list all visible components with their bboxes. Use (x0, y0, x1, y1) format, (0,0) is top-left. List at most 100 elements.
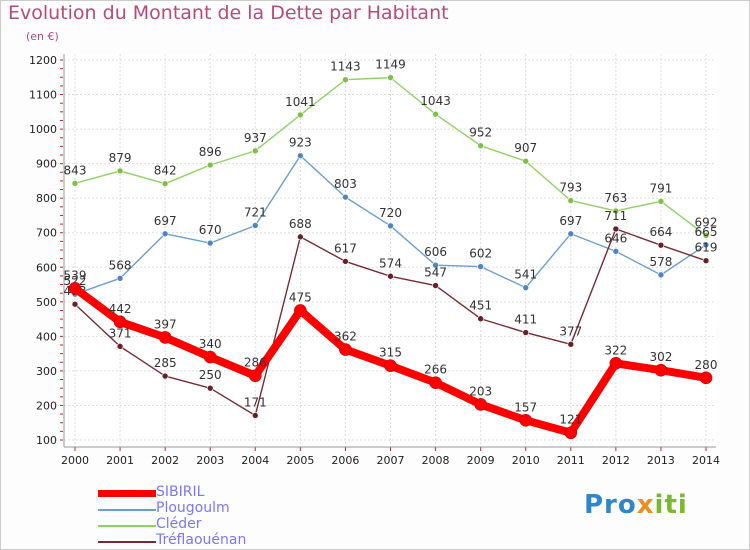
x-tick-label: 2009 (467, 454, 495, 467)
data-label: 250 (199, 368, 222, 382)
data-point (567, 197, 575, 204)
chart-title: Evolution du Montant de la Dette par Hab… (8, 2, 449, 24)
data-label: 665 (695, 225, 718, 239)
y-tick-label: 700 (36, 227, 57, 240)
x-tick-label: 2005 (286, 454, 314, 467)
data-point (432, 261, 439, 269)
data-label: 843 (64, 163, 87, 177)
x-tick-label: 2006 (331, 454, 359, 467)
data-point (206, 161, 214, 169)
data-point (342, 76, 349, 83)
data-label: 617 (334, 241, 357, 255)
data-label: 568 (109, 258, 132, 272)
x-tick-label: 2014 (692, 454, 720, 467)
x-tick-label: 2007 (377, 454, 405, 467)
data-point (116, 275, 124, 282)
data-point (206, 239, 214, 247)
data-label: 578 (649, 255, 672, 269)
y-tick-label: 900 (36, 158, 57, 171)
data-label: 522 (64, 274, 87, 288)
x-tick-label: 2010 (512, 454, 540, 467)
x-tick-label: 2012 (602, 454, 630, 467)
data-label: 1143 (330, 60, 361, 74)
data-point (251, 222, 259, 229)
data-point (432, 110, 439, 118)
data-point (161, 180, 169, 187)
data-label: 793 (559, 181, 582, 195)
data-point (564, 426, 578, 440)
y-tick-label: 500 (36, 296, 57, 309)
legend-label: SIBIRIL (156, 484, 205, 500)
data-point (116, 167, 124, 175)
data-label: 842 (154, 164, 177, 178)
data-label: 791 (649, 181, 672, 195)
data-label: 602 (469, 247, 492, 261)
data-label: 322 (604, 343, 627, 357)
data-label: 121 (559, 413, 582, 427)
data-point (612, 248, 620, 255)
legend-label: Tréflaouénan (156, 532, 247, 548)
data-point (339, 343, 352, 356)
data-label: 670 (199, 223, 222, 237)
data-point (429, 376, 442, 389)
data-point (657, 197, 665, 205)
data-point (203, 350, 217, 364)
x-tick-label: 2003 (196, 454, 224, 467)
data-point (161, 230, 169, 238)
data-point (612, 207, 620, 215)
data-point (432, 282, 439, 289)
data-point (342, 193, 349, 201)
data-label: 721 (244, 205, 267, 219)
y-tick-label: 400 (36, 330, 57, 343)
data-point (519, 414, 533, 427)
data-label: 451 (469, 299, 492, 313)
data-label: 442 (109, 302, 132, 316)
data-point (387, 222, 394, 230)
data-point (657, 241, 665, 249)
data-label: 692 (695, 215, 718, 229)
data-label: 539 (64, 268, 87, 282)
data-label: 340 (199, 337, 222, 351)
data-label: 1041 (285, 95, 316, 109)
data-point (567, 341, 575, 348)
data-point (474, 398, 487, 411)
data-point (248, 369, 262, 383)
x-tick-label: 2013 (647, 454, 675, 467)
x-tick-label: 2008 (422, 454, 450, 467)
data-point (477, 263, 484, 270)
x-tick-label: 2011 (557, 454, 585, 467)
data-point (384, 359, 397, 373)
data-point (702, 257, 710, 265)
data-label: 315 (379, 346, 402, 360)
data-label: 547 (424, 266, 447, 280)
x-tick-label: 2000 (61, 454, 89, 467)
y-tick-label: 600 (36, 261, 57, 274)
data-label: 157 (514, 400, 537, 414)
legend-swatch (98, 490, 156, 497)
data-label: 952 (469, 126, 492, 140)
data-point (522, 329, 530, 336)
data-point (251, 147, 259, 155)
data-point (567, 230, 575, 238)
data-label: 541 (514, 268, 537, 282)
data-point (342, 258, 349, 265)
data-label: 711 (604, 209, 627, 223)
data-point (657, 271, 665, 279)
legend-label: Plougoulm (156, 500, 230, 516)
data-point (158, 331, 172, 344)
y-tick-label: 300 (36, 365, 57, 378)
data-label: 697 (154, 214, 177, 228)
data-label: 411 (514, 313, 537, 327)
data-point (113, 315, 127, 329)
data-point (522, 157, 530, 165)
data-point (702, 241, 710, 249)
data-label: 286 (244, 356, 267, 370)
data-label: 302 (649, 350, 672, 364)
data-label: 606 (424, 245, 447, 259)
data-label: 475 (289, 290, 312, 304)
data-label: 664 (649, 225, 672, 239)
legend-swatch (98, 509, 156, 511)
data-point (297, 111, 304, 119)
legend-label: Cléder (156, 516, 202, 532)
data-label: 720 (379, 206, 402, 220)
